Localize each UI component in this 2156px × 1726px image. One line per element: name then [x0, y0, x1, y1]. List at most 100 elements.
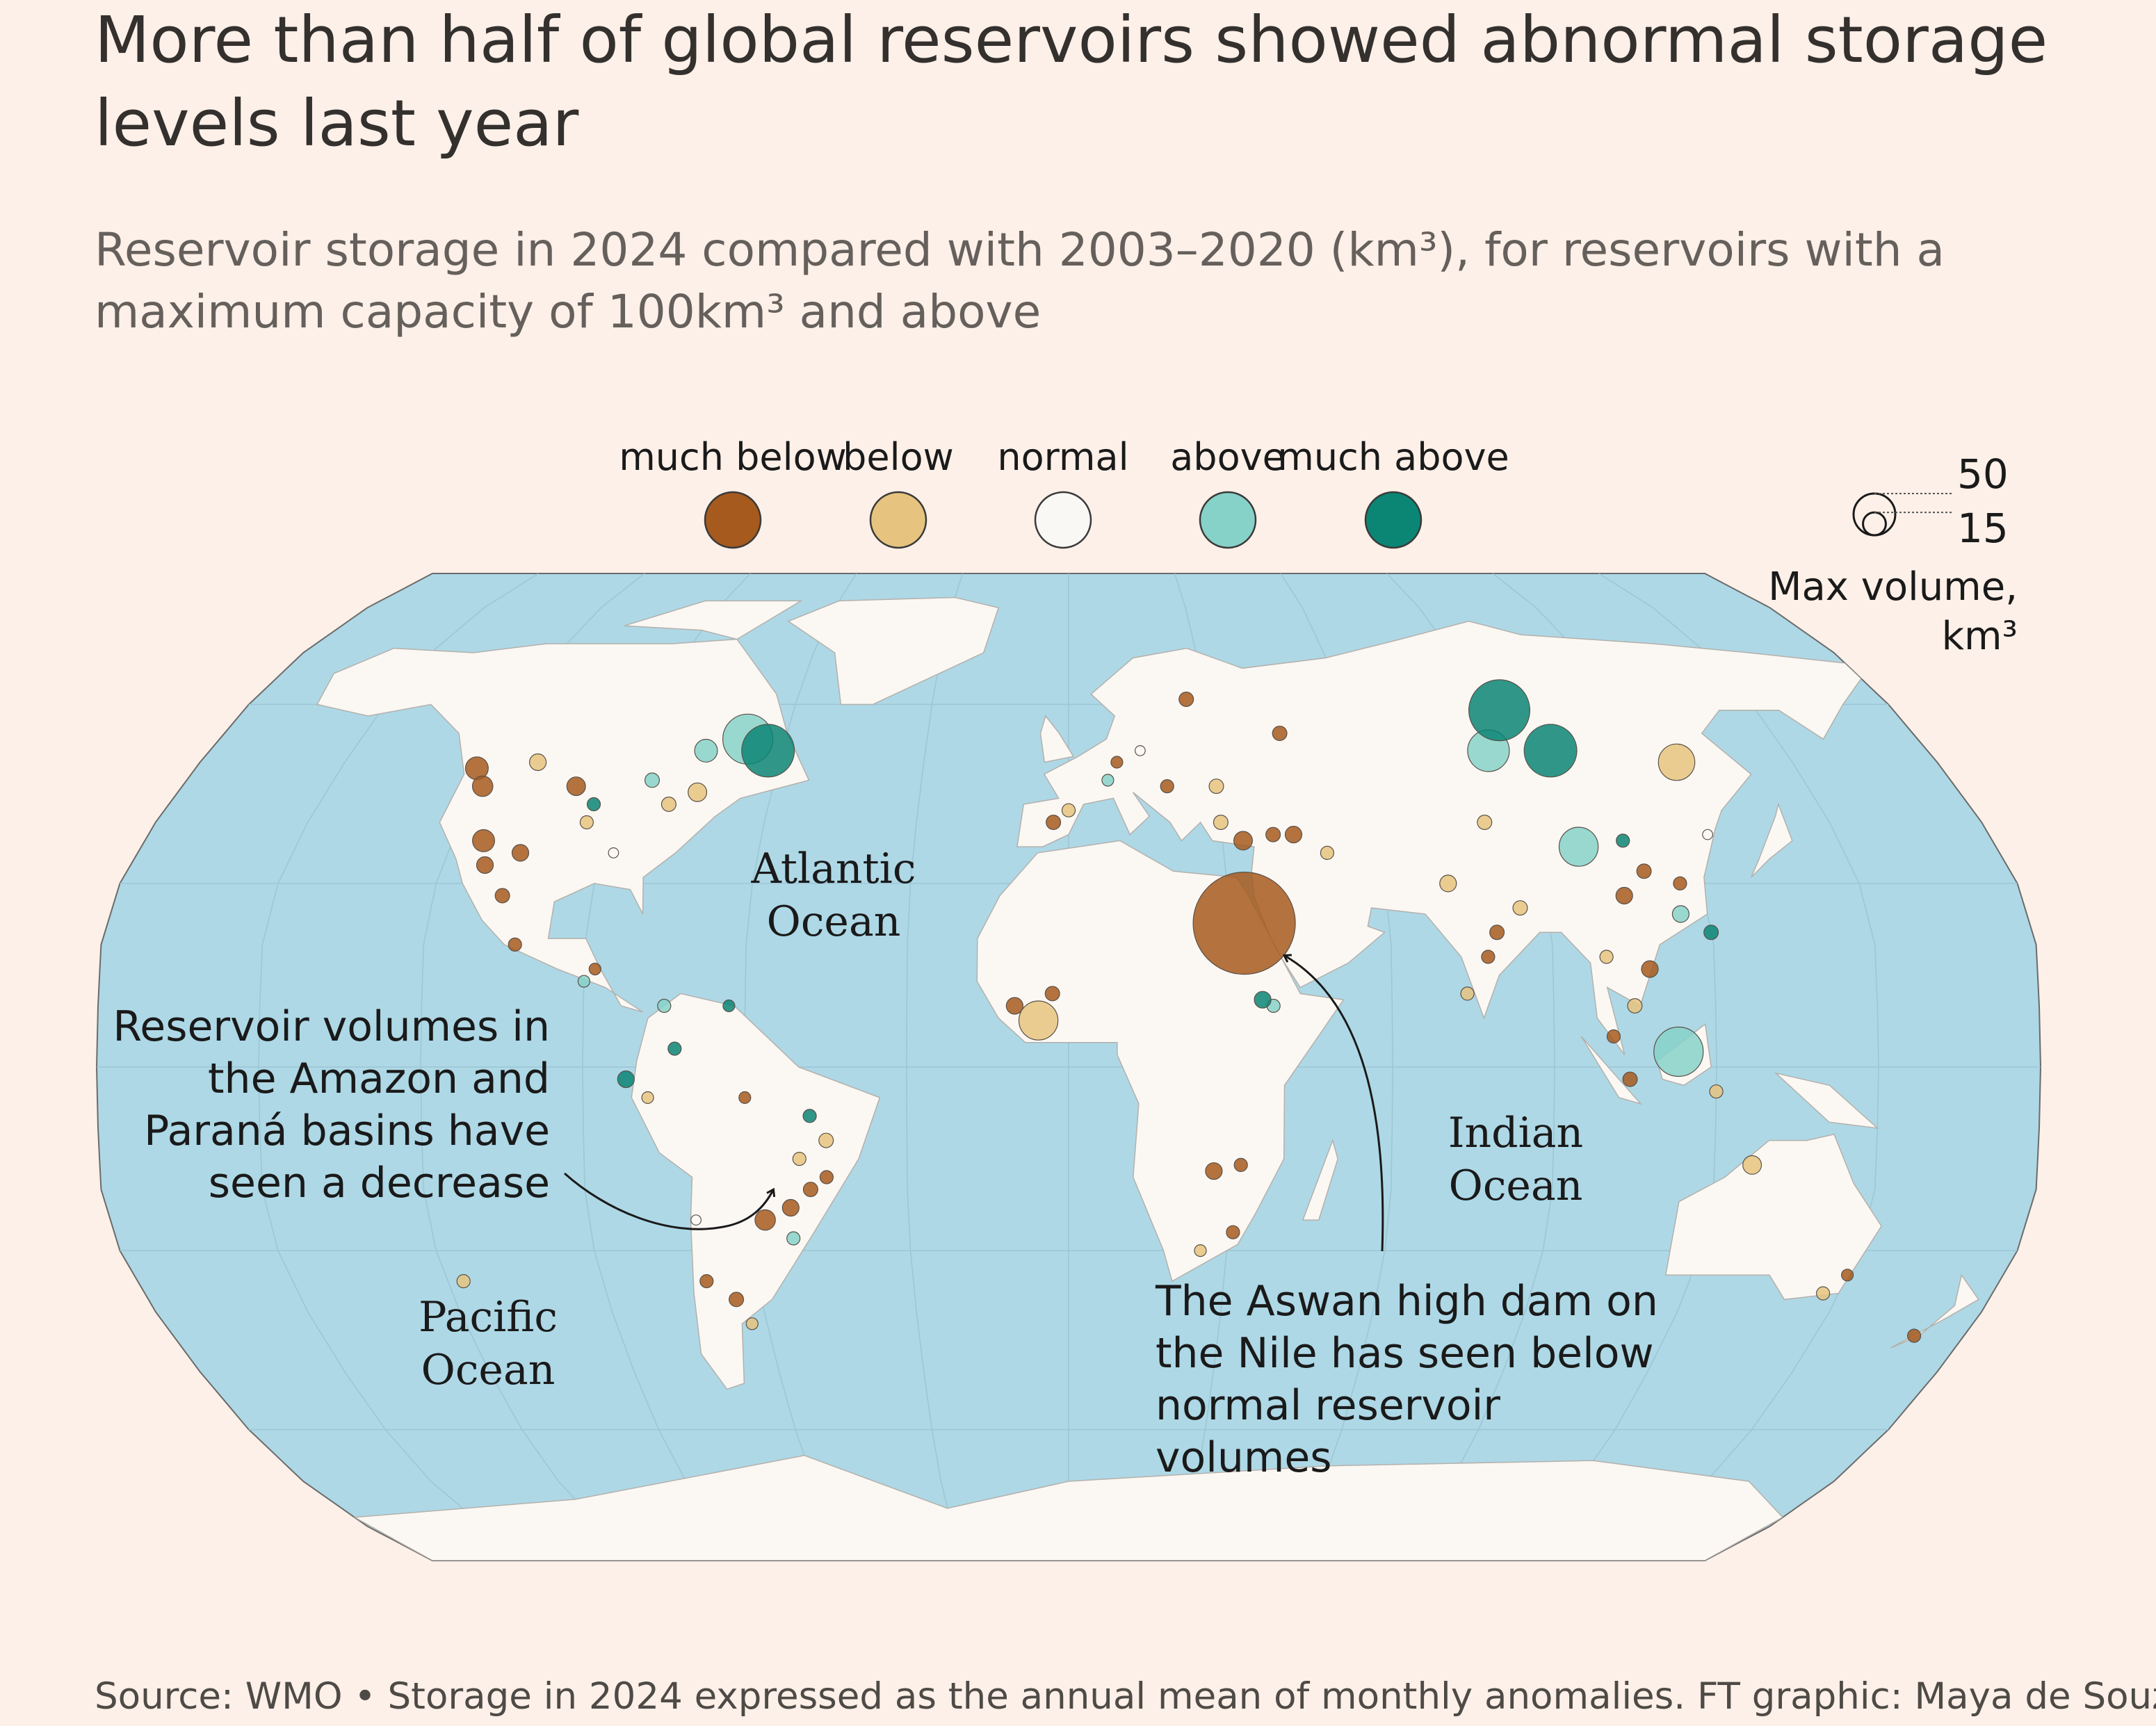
reservoir-bubble: [1233, 1157, 1248, 1173]
reservoir-bubble: [802, 1182, 818, 1198]
reservoir-bubble: [1233, 831, 1253, 851]
reservoir-bubble: [1702, 829, 1714, 840]
reservoir-bubble: [476, 856, 494, 874]
bubbles: [456, 679, 1922, 1343]
reservoir-bubble: [1018, 1000, 1059, 1041]
reservoir-bubble: [694, 738, 718, 763]
legend-item: normal: [997, 435, 1129, 549]
reservoir-bubble: [745, 1317, 759, 1330]
reservoir-bubble: [511, 844, 530, 862]
reservoir-bubble: [617, 1070, 635, 1089]
ocean-label: Pacific: [419, 1293, 558, 1342]
reservoir-bubble: [641, 1091, 654, 1105]
annotation-arrow: [1285, 956, 1384, 1252]
reservoir-bubble: [802, 1109, 817, 1123]
chart-subtitle: Reservoir storage in 2024 compared with …: [95, 223, 1945, 277]
landmass: [787, 596, 1000, 706]
reservoir-bubble: [471, 775, 494, 797]
reservoir-bubble: [1512, 900, 1528, 916]
landmass: [1890, 1273, 1979, 1349]
reservoir-bubble: [1192, 871, 1296, 975]
reservoir-bubble: [1703, 925, 1719, 941]
legend-swatch: [1199, 491, 1257, 549]
size-legend-circle: [1862, 511, 1887, 537]
legend-swatch: [1364, 491, 1423, 549]
reservoir-bubble: [1272, 725, 1288, 741]
reservoir-bubble: [1671, 905, 1689, 923]
reservoir-bubble: [792, 1151, 807, 1166]
reservoir-bubble: [577, 975, 591, 988]
size-legend-title: km³: [1942, 614, 2018, 659]
reservoir-bubble: [456, 1273, 471, 1289]
reservoir-bubble: [722, 999, 736, 1013]
chart-title: levels last year: [95, 86, 579, 161]
legend-swatch: [1034, 491, 1092, 549]
reservoir-bubble: [1194, 1244, 1207, 1257]
size-legend-label: 15: [1957, 505, 2009, 552]
landmass: [352, 1455, 1784, 1561]
reservoir-bubble: [1657, 743, 1696, 781]
reservoir-bubble: [1816, 1286, 1831, 1301]
size-legend-title: Max volume,: [1768, 564, 2018, 610]
reservoir-bubble: [1160, 779, 1174, 794]
reservoir-bubble: [528, 753, 547, 772]
reservoir-bubble: [1178, 691, 1194, 707]
reservoir-bubble: [1616, 833, 1630, 848]
reservoir-bubble: [608, 847, 619, 858]
reservoir-bubble: [1622, 1071, 1638, 1087]
reservoir-bubble: [1205, 1162, 1223, 1180]
reservoir-bubble: [1213, 814, 1229, 830]
annotation: seen a decrease: [209, 1159, 550, 1207]
annotation: normal reservoir: [1156, 1381, 1500, 1430]
landmass: [631, 993, 881, 1390]
reservoir-bubble: [1641, 960, 1659, 978]
annotation: Reservoir volumes in: [113, 1002, 550, 1051]
legend-label: below: [843, 435, 954, 479]
reservoir-bubble: [1226, 1225, 1240, 1239]
landmass: [624, 600, 803, 640]
reservoir-bubble: [1460, 986, 1475, 1001]
reservoir-bubble: [1439, 874, 1457, 893]
source: Source: WMO • Storage in 2024 expressed …: [95, 1675, 2156, 1718]
reservoir-bubble: [1101, 774, 1115, 787]
landmass: [1302, 1139, 1338, 1221]
reservoir-bubble: [819, 1170, 834, 1184]
reservoir-bubble: [586, 797, 601, 812]
reservoir-bubble: [690, 1214, 702, 1226]
annotation: the Amazon and: [208, 1055, 550, 1103]
reservoir-bubble: [754, 1209, 776, 1231]
reservoir-bubble: [667, 1041, 682, 1056]
reservoir-bubble: [1254, 991, 1272, 1009]
reservoir-bubble: [1615, 886, 1633, 905]
reservoir-bubble: [1841, 1269, 1854, 1282]
landmass: [316, 638, 810, 1013]
legend-swatch: [704, 491, 762, 549]
reservoir-bubble: [1481, 950, 1496, 964]
reservoir-bubble: [1653, 1026, 1704, 1077]
reservoir-bubble: [1061, 803, 1076, 817]
legend-label: above: [1170, 435, 1286, 479]
ocean-label: Atlantic: [751, 845, 916, 893]
reservoir-bubble: [1636, 863, 1652, 879]
reservoir-bubble: [1208, 779, 1224, 795]
reservoir-bubble: [1489, 925, 1505, 941]
reservoir-bubble: [508, 937, 522, 952]
size-legend-label: 50: [1957, 450, 2009, 498]
reservoir-bubble: [699, 1273, 714, 1289]
landmass: [1774, 1072, 1879, 1130]
reservoir-bubble: [729, 1292, 745, 1308]
annotation: volumes: [1156, 1433, 1332, 1482]
reservoir-bubble: [1320, 845, 1335, 861]
reservoir-bubble: [688, 782, 708, 802]
reservoir-bubble: [1606, 1029, 1621, 1044]
ocean-label: Ocean: [1449, 1162, 1583, 1210]
reservoir-bubble: [1709, 1084, 1724, 1099]
landmass: [1039, 715, 1075, 763]
landmass: [1751, 802, 1793, 878]
reservoir-bubble: [644, 772, 660, 788]
legend-label: much below: [619, 435, 847, 479]
reservoir-bubble: [1907, 1328, 1922, 1343]
chart-title: More than half of global reservoirs show…: [95, 3, 2048, 77]
